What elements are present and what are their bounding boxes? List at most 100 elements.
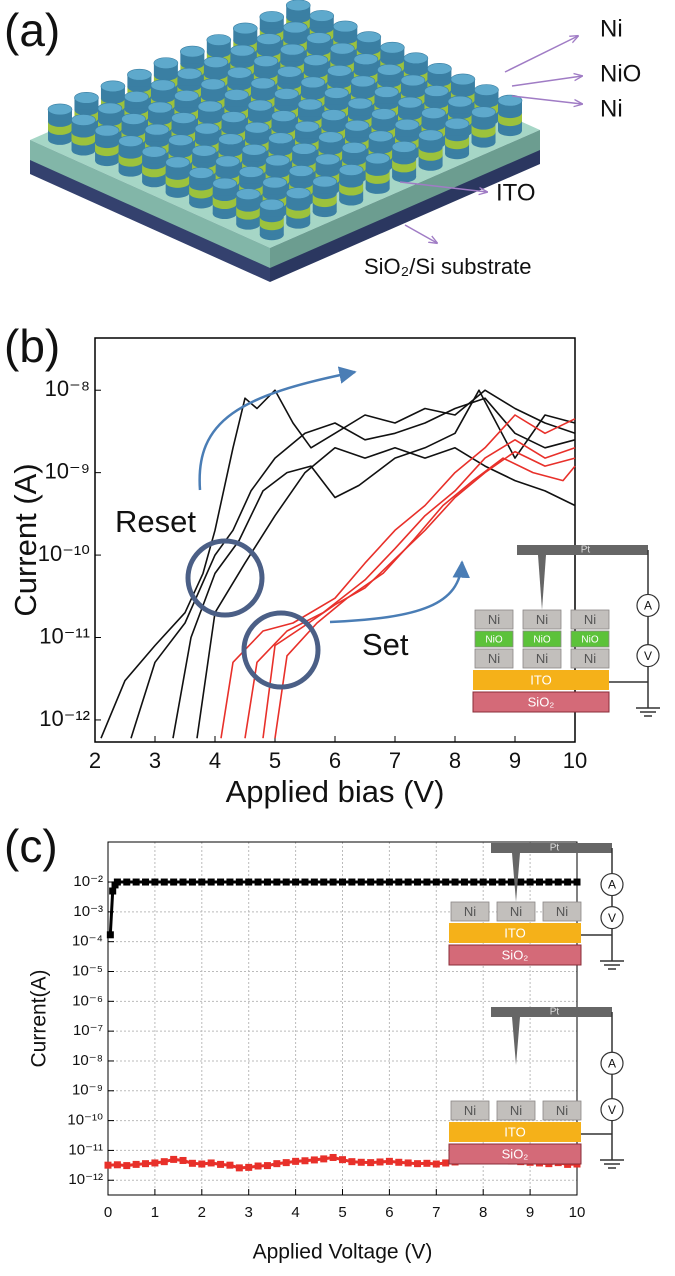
pillar-top xyxy=(227,66,252,79)
y-tick-label: 10⁻³ xyxy=(73,903,103,920)
marker xyxy=(273,878,281,886)
pillar-top xyxy=(171,112,196,124)
x-tick-label: 5 xyxy=(269,748,281,773)
layer xyxy=(449,1122,581,1142)
x-tick-label: 4 xyxy=(209,748,221,773)
pillar-top xyxy=(238,166,264,178)
probe xyxy=(512,853,520,902)
y-tick-label: 10⁻¹⁰ xyxy=(38,541,90,566)
marker xyxy=(339,878,346,886)
y-tick-label: 10⁻⁶ xyxy=(72,992,103,1009)
y-tick-label: 10⁻¹⁰ xyxy=(67,1112,103,1129)
electrode-bar xyxy=(491,1007,612,1017)
pillar-label: Ni xyxy=(488,651,500,666)
marker xyxy=(142,878,150,886)
pillar-top xyxy=(444,117,470,130)
pillar-top xyxy=(350,75,376,88)
pillar-top xyxy=(294,120,320,133)
marker xyxy=(376,1158,384,1166)
pillar-top xyxy=(253,55,279,67)
marker xyxy=(442,1159,450,1167)
pillar-top xyxy=(100,80,126,93)
marker xyxy=(123,1162,131,1170)
pillar-top xyxy=(174,90,199,102)
pillar-top xyxy=(285,187,311,199)
meter-label: A xyxy=(608,1056,616,1070)
pillar-top xyxy=(318,131,343,144)
meter xyxy=(600,872,624,897)
pillar-part xyxy=(395,124,420,137)
marker xyxy=(104,1161,112,1169)
pillar-top xyxy=(341,142,367,154)
marker xyxy=(423,878,431,886)
panel-label: (c) xyxy=(4,820,58,872)
marker xyxy=(329,1153,337,1161)
meter-label: A xyxy=(644,599,652,613)
meter-label: A xyxy=(608,878,616,892)
marker xyxy=(329,878,337,886)
plot-frame xyxy=(107,841,578,1196)
x-tick-label: 8 xyxy=(449,748,461,773)
x-axis-title: Applied Voltage (V) xyxy=(253,1241,433,1264)
pillar-top xyxy=(265,154,290,167)
pillar-top xyxy=(259,198,285,211)
marker xyxy=(357,1158,365,1166)
pillar-top xyxy=(397,96,423,109)
pillar-top xyxy=(285,0,311,12)
series-line xyxy=(244,439,576,739)
marker xyxy=(226,878,234,886)
inset: Pt Ni NiO Ni Ni NiO Ni Ni NiO Ni ITO SiO₂ A V xyxy=(472,545,660,717)
x-tick-label: 8 xyxy=(479,1204,487,1221)
inset: Pt Ni Ni Ni ITO SiO₂ A V xyxy=(448,1007,624,1169)
pillar-top xyxy=(368,130,393,143)
marker xyxy=(301,1157,309,1165)
layer xyxy=(448,1143,582,1165)
pointer-line xyxy=(511,76,582,87)
marker xyxy=(170,1155,178,1163)
marker xyxy=(451,878,459,886)
series-line xyxy=(172,389,576,739)
layer xyxy=(449,923,581,943)
series-line xyxy=(130,397,576,739)
pillar-label: NiO xyxy=(581,635,598,646)
pillar-top xyxy=(215,155,240,168)
y-tick-label: 10⁻¹¹ xyxy=(68,1141,103,1158)
x-tick-label: 3 xyxy=(245,1204,253,1221)
pillar-label: Ni xyxy=(464,904,476,919)
marker xyxy=(207,1159,215,1167)
marker xyxy=(526,878,534,886)
marker xyxy=(263,878,271,886)
plot-frame xyxy=(94,337,576,743)
pillar-top xyxy=(356,31,382,43)
marker xyxy=(254,1162,262,1170)
marker xyxy=(273,1160,281,1168)
marker xyxy=(385,1157,393,1165)
inset: Pt Ni Ni Ni ITO SiO₂ A V xyxy=(448,843,624,970)
layer-label: ITO xyxy=(504,1124,525,1139)
y-tick-label: 10⁻¹² xyxy=(68,1171,103,1188)
pillar-top xyxy=(347,97,373,110)
pillar-top xyxy=(259,11,285,23)
pillar-top xyxy=(256,33,282,45)
pillar-top xyxy=(338,164,364,176)
marker xyxy=(263,1162,271,1170)
meter xyxy=(636,593,660,618)
pillar-top xyxy=(206,34,232,46)
pillar-top xyxy=(274,88,299,100)
pillar-layer xyxy=(474,630,514,648)
y-tick-label: 10⁻⁴ xyxy=(72,933,103,950)
marker xyxy=(545,878,553,886)
marker xyxy=(179,1156,187,1164)
pillar-top xyxy=(168,134,193,146)
y-tick-label: 10⁻⁸ xyxy=(45,376,90,401)
electrode-label: Pt xyxy=(581,545,591,556)
pillar-label: Ni xyxy=(510,904,522,919)
marker xyxy=(170,878,178,886)
marker xyxy=(123,878,131,886)
pillar-top xyxy=(371,108,396,120)
pillar-layer xyxy=(450,1100,490,1121)
y-tick-label: 10⁻⁸ xyxy=(72,1052,103,1069)
pillar-top xyxy=(418,129,443,142)
x-tick-label: 2 xyxy=(89,748,101,773)
pillar-top xyxy=(474,84,499,96)
